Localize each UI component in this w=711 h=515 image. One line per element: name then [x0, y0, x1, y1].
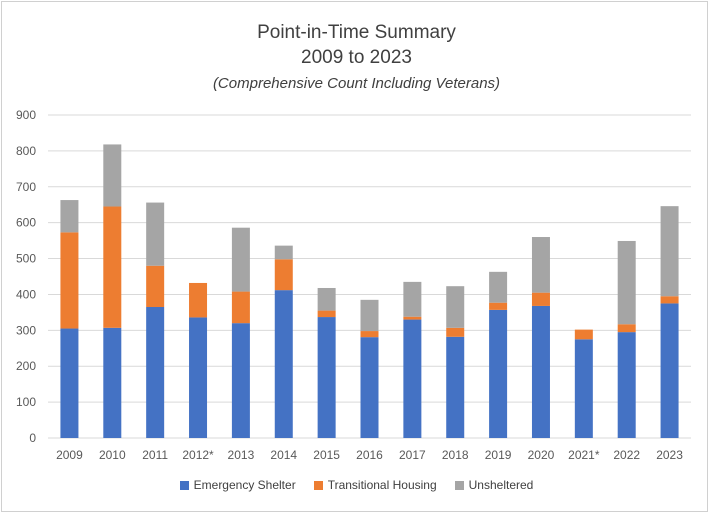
legend-label-unsheltered: Unsheltered: [468, 478, 534, 492]
y-tick-label: 700: [16, 180, 36, 194]
bar-segment-emergency-shelter: [617, 332, 636, 438]
legend-item-unsheltered: Unsheltered: [454, 478, 534, 492]
y-tick-label: 100: [16, 395, 36, 409]
x-tick-label: 2016: [356, 448, 383, 462]
bar-segment-transitional-housing: [617, 324, 636, 333]
bar-segment-transitional-housing: [403, 316, 422, 320]
legend-swatch-unsheltered: [454, 480, 464, 490]
legend-label-emergency-shelter: Emergency Shelter: [193, 478, 296, 492]
bar-segment-transitional-housing: [189, 282, 208, 318]
y-tick-label: 200: [16, 359, 36, 373]
bar-segment-transitional-housing: [231, 291, 250, 324]
bar-segment-emergency-shelter: [103, 327, 122, 438]
chart-subtitle-note: (Comprehensive Count Including Veterans): [212, 75, 501, 92]
x-tick-label: 2014: [270, 448, 297, 462]
chart-title-block: Point-in-Time Summary 2009 to 2023 (Comp…: [2, 20, 711, 96]
bar-segment-emergency-shelter: [60, 328, 79, 438]
bar-segment-unsheltered: [360, 299, 379, 332]
x-tick-label: 2018: [442, 448, 469, 462]
bar-segment-emergency-shelter: [446, 336, 465, 438]
x-tick-label: 2020: [528, 448, 555, 462]
bar-segment-unsheltered: [446, 286, 465, 328]
y-tick-label: 800: [16, 144, 36, 158]
bar-segment-emergency-shelter: [660, 303, 679, 438]
bar-segment-unsheltered: [489, 271, 508, 303]
legend-item-transitional-housing: Transitional Housing: [313, 478, 437, 492]
x-tick-label: 2023: [656, 448, 683, 462]
legend-swatch-emergency-shelter: [179, 480, 189, 490]
bar-segment-unsheltered: [403, 281, 422, 317]
x-tick-label: 2017: [399, 448, 426, 462]
bar-segment-unsheltered: [531, 237, 550, 293]
bar-segment-unsheltered: [660, 206, 679, 297]
bar-segment-emergency-shelter: [360, 337, 379, 438]
x-tick-label: 2011: [142, 448, 168, 462]
chart-title: Point-in-Time Summary: [257, 22, 456, 43]
bar-segment-transitional-housing: [489, 302, 508, 310]
x-tick-label: 2022: [613, 448, 640, 462]
bar-segment-unsheltered: [103, 144, 122, 207]
y-tick-label: 0: [29, 431, 36, 445]
y-tick-label: 500: [16, 252, 36, 266]
bar-segment-emergency-shelter: [274, 290, 293, 438]
y-tick-label: 600: [16, 216, 36, 230]
bar-segment-emergency-shelter: [403, 319, 422, 438]
bar-segment-transitional-housing: [317, 310, 336, 318]
y-tick-label: 300: [16, 323, 36, 337]
bar-segment-unsheltered: [231, 227, 250, 292]
bar-segment-emergency-shelter: [146, 307, 165, 438]
legend-label-transitional-housing: Transitional Housing: [327, 478, 437, 492]
x-tick-label: 2012*: [182, 448, 214, 462]
bar-segment-emergency-shelter: [531, 305, 550, 438]
x-tick-label: 2009: [56, 448, 83, 462]
x-tick-label: 2019: [485, 448, 512, 462]
bar-segment-transitional-housing: [574, 329, 593, 340]
bar-segment-unsheltered: [274, 245, 293, 260]
bar-segment-unsheltered: [146, 202, 165, 266]
bar-segment-transitional-housing: [103, 206, 122, 328]
bar-segment-transitional-housing: [274, 259, 293, 291]
y-tick-label: 400: [16, 287, 36, 301]
bar-segment-unsheltered: [60, 200, 79, 233]
x-tick-label: 2013: [228, 448, 255, 462]
bar-segment-unsheltered: [317, 287, 336, 311]
legend-swatch-transitional-housing: [313, 480, 323, 490]
chart-legend: Emergency Shelter Transitional Housing U…: [2, 478, 711, 492]
bar-segment-emergency-shelter: [317, 317, 336, 438]
bar-segment-emergency-shelter: [489, 309, 508, 438]
bar-segment-unsheltered: [617, 240, 636, 325]
bar-segment-emergency-shelter: [231, 323, 250, 438]
bar-segment-transitional-housing: [60, 232, 79, 329]
x-tick-label: 2010: [99, 448, 126, 462]
bar-segment-emergency-shelter: [189, 317, 208, 438]
bar-segment-transitional-housing: [360, 331, 379, 338]
x-tick-label: 2015: [313, 448, 340, 462]
chart-subtitle-years: 2009 to 2023: [301, 47, 412, 68]
x-tick-label: 2021*: [568, 448, 600, 462]
bar-segment-transitional-housing: [146, 265, 165, 308]
legend-item-emergency-shelter: Emergency Shelter: [179, 478, 296, 492]
bar-segment-emergency-shelter: [574, 339, 593, 438]
y-tick-label: 900: [16, 108, 36, 122]
bar-segment-transitional-housing: [660, 296, 679, 304]
bar-segment-transitional-housing: [531, 292, 550, 306]
bar-segment-transitional-housing: [446, 327, 465, 337]
